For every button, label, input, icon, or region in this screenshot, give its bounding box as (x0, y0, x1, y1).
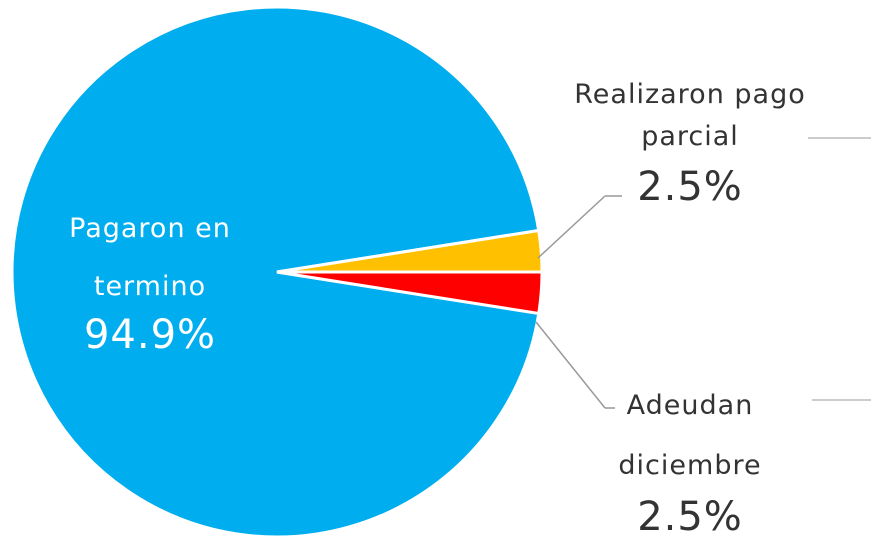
pie-slice (10, 5, 541, 537)
slice-label: Pagaron en termino 94.9% (40, 200, 260, 360)
slice-label: Adeudan diciembre 2.5% (600, 376, 780, 537)
leader-line (537, 195, 606, 259)
category-label: Realizaron pago parcial (574, 79, 806, 152)
pie-slice (276, 270, 544, 316)
category-label: Adeudan diciembre (618, 390, 762, 481)
category-label: Pagaron en termino (69, 213, 231, 302)
leader-line (535, 321, 606, 409)
value-label: 94.9% (83, 312, 217, 358)
value-label: 2.5% (637, 164, 743, 210)
value-label: 2.5% (637, 494, 743, 537)
slice-label: Realizaron pago parcial 2.5% (570, 74, 810, 212)
